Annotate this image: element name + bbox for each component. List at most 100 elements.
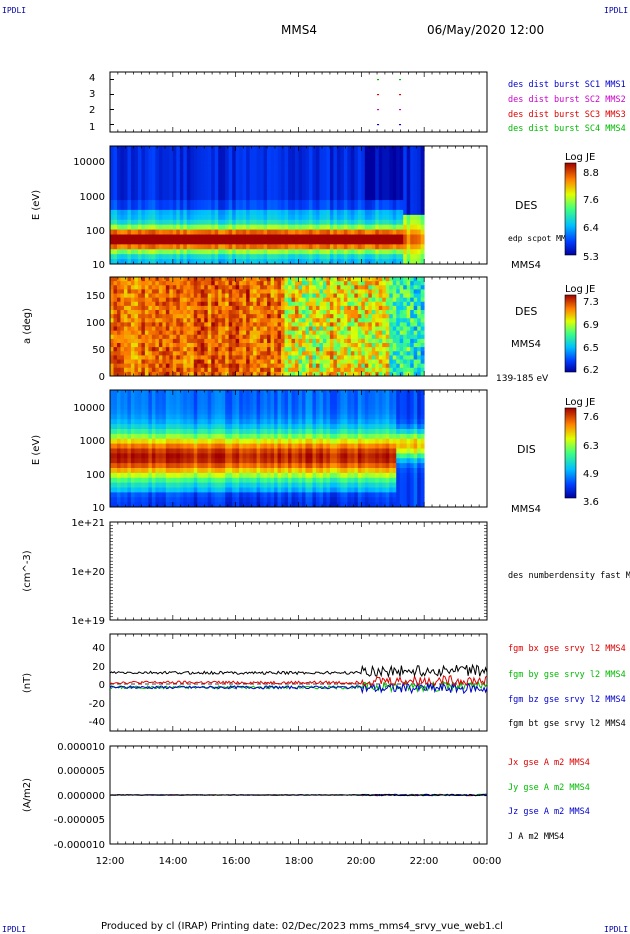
dis-energy-cell — [179, 497, 184, 503]
dis-energy-cell — [176, 497, 181, 503]
des-energy-cell — [197, 150, 202, 157]
des-pitch-cell — [148, 281, 153, 286]
dis-energy-cell — [113, 394, 118, 401]
des-energy-cell — [151, 185, 156, 191]
des-energy-cell — [403, 200, 408, 206]
des-energy-cell — [333, 249, 338, 255]
des-energy-cell — [242, 234, 247, 240]
des-pitch-cell — [172, 310, 177, 315]
des-pitch-cell — [176, 318, 181, 323]
burst-mark-1-2 — [399, 124, 402, 126]
dis-energy-cell — [179, 433, 184, 440]
dis-energy-cell — [172, 477, 177, 484]
des-energy-cell — [239, 234, 244, 240]
des-energy-cell — [277, 180, 282, 186]
des-energy-cell — [221, 180, 226, 186]
des-pitch-cell — [315, 310, 320, 315]
des-energy-cell — [389, 219, 394, 226]
des-pitch-cell — [120, 277, 125, 282]
des-pitch-cell — [225, 277, 230, 282]
des-energy-cell — [183, 190, 188, 196]
des-pitch-cell — [270, 334, 275, 340]
des-pitch-cell — [183, 351, 188, 356]
des-pitch-cell — [113, 371, 118, 377]
des-energy-cell — [211, 254, 216, 260]
des-energy-cell — [179, 146, 184, 152]
des-energy-cell — [389, 249, 394, 255]
des-energy-cell — [413, 155, 418, 162]
des-energy-cell — [110, 170, 114, 176]
des-energy-cell — [190, 195, 195, 201]
des-energy-cell — [190, 209, 195, 216]
des-energy-cell — [399, 229, 404, 235]
des-pitch-cell — [333, 359, 338, 365]
des-pitch-cell — [130, 351, 135, 356]
des-pitch-cell — [288, 330, 292, 336]
des-energy-cell — [322, 190, 327, 196]
des-pitch-cell — [130, 363, 135, 369]
des-energy-cell — [253, 160, 258, 167]
des-pitch-cell — [179, 310, 184, 315]
des-energy-cell — [172, 165, 177, 171]
des-pitch-cell — [361, 355, 366, 360]
des-energy-cell — [382, 180, 387, 186]
burst-legend-1: des dist burst SC1 MMS1 — [508, 80, 626, 90]
des-pitch-cell — [130, 334, 135, 340]
des-pitch-cell — [123, 355, 128, 360]
des-pitch-cell — [417, 371, 422, 377]
des-energy-cell — [197, 229, 202, 235]
des-pitch-cell — [378, 359, 383, 365]
des-pitch-cell — [326, 347, 331, 352]
des-pitch-cell — [396, 338, 401, 344]
des-pitch-cell — [260, 367, 264, 373]
des-energy-cell — [249, 244, 254, 250]
des-energy-cell — [308, 155, 313, 162]
des-pitch-cell — [207, 305, 212, 311]
des-energy-cell — [148, 219, 153, 226]
des-pitch-cell — [389, 347, 394, 352]
des-energy-cell — [151, 209, 156, 216]
des-pitch-cell — [319, 314, 324, 319]
des-energy-cell — [123, 180, 128, 186]
des-energy-cell — [137, 185, 142, 191]
des-pitch-cell — [123, 359, 128, 365]
des-pitch-cell — [148, 289, 153, 294]
des-pitch-cell — [284, 371, 289, 377]
des-pitch-cell — [116, 371, 121, 377]
des-pitch-cell — [364, 285, 369, 290]
dis-energy-cell — [134, 477, 139, 484]
des-pitch-cell — [130, 297, 135, 303]
des-pitch-cell — [218, 301, 223, 307]
des-pitch-cell — [403, 367, 408, 373]
dis-energy-cell — [134, 463, 139, 469]
dis-energy-cell — [130, 458, 135, 464]
des-pitch-cell — [158, 301, 163, 307]
dis-energy-cell — [137, 404, 142, 410]
des-pitch-cell — [343, 310, 348, 315]
des-pitch-cell — [319, 277, 324, 282]
des-energy-cell — [389, 170, 394, 176]
des-pitch-cell — [312, 326, 317, 332]
des-energy-cell — [347, 205, 352, 211]
footer-text: Produced by cl (IRAP) Printing date: 02/… — [101, 921, 503, 932]
des-pitch-cell — [221, 371, 226, 377]
des-energy-cell — [113, 239, 118, 245]
des-energy-cell — [385, 175, 390, 181]
des-pitch-cell — [169, 338, 174, 344]
des-energy-cell — [375, 239, 380, 245]
dis-energy-cell — [110, 472, 114, 479]
dis-energy-cell — [120, 458, 125, 464]
des-energy-cell — [155, 219, 160, 226]
des-pitch-cell — [207, 343, 212, 348]
des-energy-cell — [364, 165, 369, 171]
des-pitch-cell — [281, 334, 285, 340]
des-pitch-cbar-tick-0: 7.3 — [583, 297, 599, 308]
des-pitch-cell — [403, 301, 408, 307]
des-energy-cell — [176, 234, 181, 240]
des-pitch-cell — [274, 334, 278, 340]
des-pitch-cell — [312, 301, 317, 307]
des-energy-cell — [343, 185, 348, 191]
des-pitch-cell — [110, 305, 114, 311]
dis-energy-cell — [183, 433, 188, 440]
des-pitch-cell — [291, 301, 296, 307]
